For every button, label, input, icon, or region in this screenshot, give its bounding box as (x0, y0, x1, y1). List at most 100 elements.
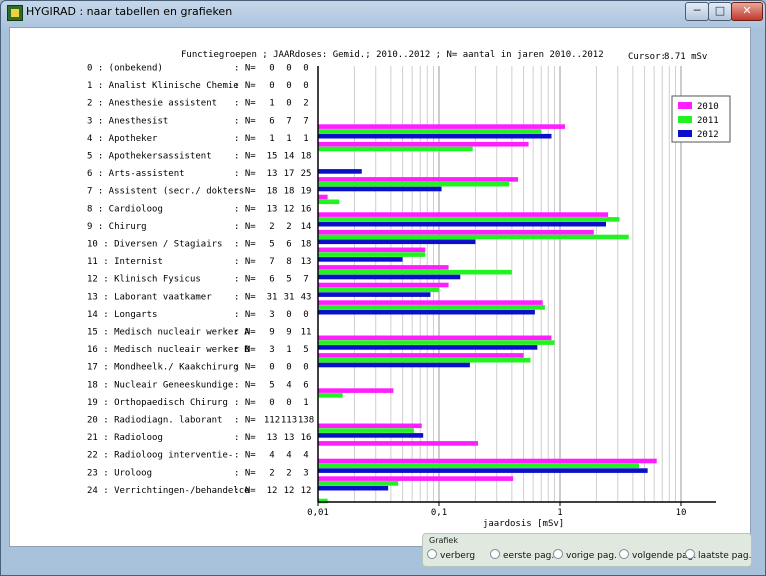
n-label: : N= (234, 416, 256, 426)
n-count: 4 (286, 451, 291, 461)
row-label: 14 : Longarts (87, 310, 157, 320)
row-label: 18 : Nucleair Geneeskundige (87, 380, 233, 390)
radio-laatste-pag[interactable]: laatste pag. (685, 549, 751, 561)
x-axis-label: jaardosis [mSv] (483, 519, 564, 529)
n-count: 0 (286, 310, 291, 320)
bar-2010 (318, 300, 543, 305)
row-label: 8 : Cardioloog (87, 204, 163, 214)
n-count: 4 (286, 380, 291, 390)
legend-label: 2010 (697, 102, 719, 112)
n-count: 2 (286, 222, 291, 232)
n-count: 1 (303, 398, 308, 408)
row-label: 0 : (onbekend) (87, 64, 163, 74)
app-icon (7, 5, 23, 21)
bar-2011 (318, 340, 555, 345)
chart-legend: 2010 2011 2012 (671, 95, 731, 143)
bar-2012 (318, 239, 476, 245)
bar-2010 (318, 423, 422, 429)
n-count: 25 (301, 169, 312, 179)
chart-header: Functiegroepen ; JAARdoses: Gemid.; 2010… (181, 50, 604, 60)
bar-2010 (318, 353, 524, 358)
bar-2010 (318, 476, 514, 481)
bar-2012 (318, 309, 535, 315)
radio-icon[interactable] (685, 549, 695, 559)
bar-2011 (318, 146, 473, 152)
radio-vorige-pag[interactable]: vorige pag. (553, 549, 617, 561)
row-label: 22 : Radioloog interventie- (87, 451, 233, 461)
n-count: 0 (269, 81, 274, 91)
radio-verberg[interactable]: verberg (427, 549, 475, 561)
x-tick-label: 10 (676, 508, 687, 518)
n-count: 18 (301, 240, 312, 250)
n-label: : N= (234, 257, 256, 267)
legend-swatch-2011 (678, 116, 692, 123)
radio-volgende-pag[interactable]: volgende pag. (619, 549, 696, 561)
n-count: 1 (269, 134, 274, 144)
x-tick-label: 1 (557, 508, 562, 518)
grafiek-panel: Grafiek verberg eerste pag. vorige pag. … (422, 533, 752, 567)
row-label: 6 : Arts-assistent (87, 169, 185, 179)
n-count: 31 (267, 292, 278, 302)
n-count: 0 (269, 363, 274, 373)
n-count: 0 (269, 398, 274, 408)
n-count: 19 (301, 187, 312, 197)
n-count: 12 (267, 486, 278, 496)
n-count: 13 (284, 433, 295, 443)
legend-label: 2012 (697, 130, 719, 140)
n-count: 13 (301, 257, 312, 267)
radio-eerste-pag[interactable]: eerste pag. (490, 549, 554, 561)
radio-label: eerste pag. (503, 551, 555, 561)
radio-icon[interactable] (553, 549, 563, 559)
n-count: 0 (286, 398, 291, 408)
n-count: 15 (267, 152, 278, 162)
n-label: : N= (234, 486, 256, 496)
radio-icon[interactable] (619, 549, 629, 559)
n-label: : N= (234, 222, 256, 232)
minimize-button[interactable]: ─ (685, 2, 709, 21)
bar-2010 (318, 247, 426, 253)
row-label: 1 : Analist Klinische Chemie (87, 81, 239, 91)
radio-label: volgende pag. (632, 551, 697, 561)
n-count: 9 (269, 328, 274, 338)
close-button[interactable]: ✕ (731, 2, 763, 21)
n-count: 14 (284, 152, 295, 162)
bar-2012 (318, 362, 470, 368)
row-label: 11 : Internist (87, 257, 163, 267)
radio-icon[interactable] (490, 549, 500, 559)
n-count: 13 (267, 204, 278, 214)
row-label: 23 : Uroloog (87, 468, 152, 478)
bar-2011 (318, 305, 545, 310)
n-count: 14 (301, 222, 312, 232)
bar-2010 (318, 229, 594, 235)
radio-label: vorige pag. (566, 551, 617, 561)
bar-2012 (318, 274, 461, 280)
n-label: : N= (234, 134, 256, 144)
n-count: 0 (286, 99, 291, 109)
n-label: : N= (234, 328, 256, 338)
n-count: 7 (303, 116, 308, 126)
bar-2011 (318, 287, 439, 293)
bar-2012 (318, 345, 538, 350)
bar-2012 (318, 221, 607, 227)
row-label: 5 : Apothekersassistent (87, 152, 212, 162)
bar-2011 (318, 428, 414, 433)
bar-2012 (318, 186, 442, 192)
n-count: 12 (284, 204, 295, 214)
n-count: 112 (264, 416, 280, 426)
maximize-button[interactable]: □ (708, 2, 732, 21)
n-count: 0 (286, 81, 291, 91)
n-count: 4 (303, 451, 308, 461)
n-label: : N= (234, 116, 256, 126)
legend-label: 2011 (697, 116, 719, 126)
n-count: 1 (286, 345, 291, 355)
radio-icon[interactable] (427, 549, 437, 559)
n-label: : N= (234, 468, 256, 478)
x-tick-label: 0,1 (431, 508, 447, 518)
bar-2011 (318, 498, 328, 504)
row-label: 3 : Anesthesist (87, 116, 168, 126)
n-count: 0 (269, 64, 274, 74)
row-label: 20 : Radiodiagn. laborant (87, 416, 222, 426)
row-label: 13 : Laborant vaatkamer (87, 292, 212, 302)
n-label: : N= (234, 451, 256, 461)
bar-2010 (318, 124, 566, 129)
